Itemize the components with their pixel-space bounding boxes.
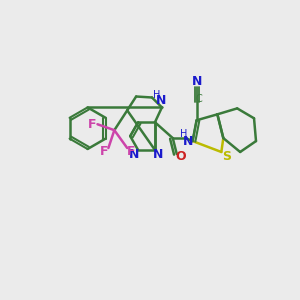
Text: F: F [127,146,135,158]
Text: C: C [195,94,202,104]
Text: F: F [88,118,97,131]
Text: N: N [182,135,193,148]
Text: N: N [129,148,139,161]
Text: N: N [191,75,202,88]
Text: H: H [180,129,188,139]
Text: N: N [153,148,163,161]
Text: O: O [176,150,186,164]
Text: H: H [153,89,161,100]
Text: F: F [100,146,109,158]
Text: S: S [222,150,231,164]
Text: N: N [156,94,166,107]
